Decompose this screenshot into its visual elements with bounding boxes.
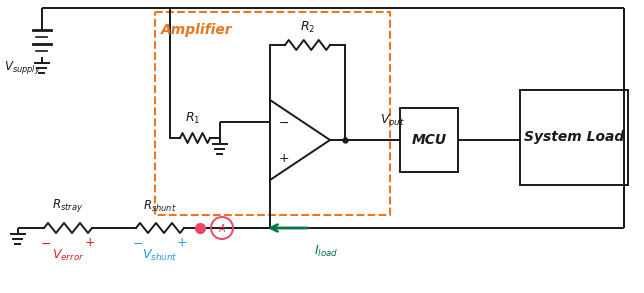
Text: $A$: $A$ bbox=[218, 222, 226, 234]
Text: $R_{shunt}$: $R_{shunt}$ bbox=[143, 199, 177, 214]
Text: $+$: $+$ bbox=[176, 236, 187, 250]
Text: $I_{load}$: $I_{load}$ bbox=[314, 244, 339, 259]
Text: $V_{supply}$: $V_{supply}$ bbox=[4, 59, 41, 76]
Text: $R_1$: $R_1$ bbox=[185, 111, 201, 126]
Text: MCU: MCU bbox=[412, 133, 446, 147]
Text: $-$: $-$ bbox=[41, 236, 52, 250]
Text: $R_2$: $R_2$ bbox=[300, 20, 315, 35]
Text: $V_{error}$: $V_{error}$ bbox=[52, 248, 84, 263]
Text: $V_{shunt}$: $V_{shunt}$ bbox=[142, 248, 178, 263]
Text: $V_{out}$: $V_{out}$ bbox=[380, 113, 405, 128]
Text: $R_{stray}$: $R_{stray}$ bbox=[52, 197, 84, 214]
Text: System Load: System Load bbox=[524, 130, 624, 144]
Text: Amplifier: Amplifier bbox=[161, 23, 232, 37]
Text: $-$: $-$ bbox=[133, 236, 144, 250]
Text: $+$: $+$ bbox=[84, 236, 95, 250]
Text: $+$: $+$ bbox=[278, 151, 289, 164]
Text: $-$: $-$ bbox=[278, 115, 289, 129]
